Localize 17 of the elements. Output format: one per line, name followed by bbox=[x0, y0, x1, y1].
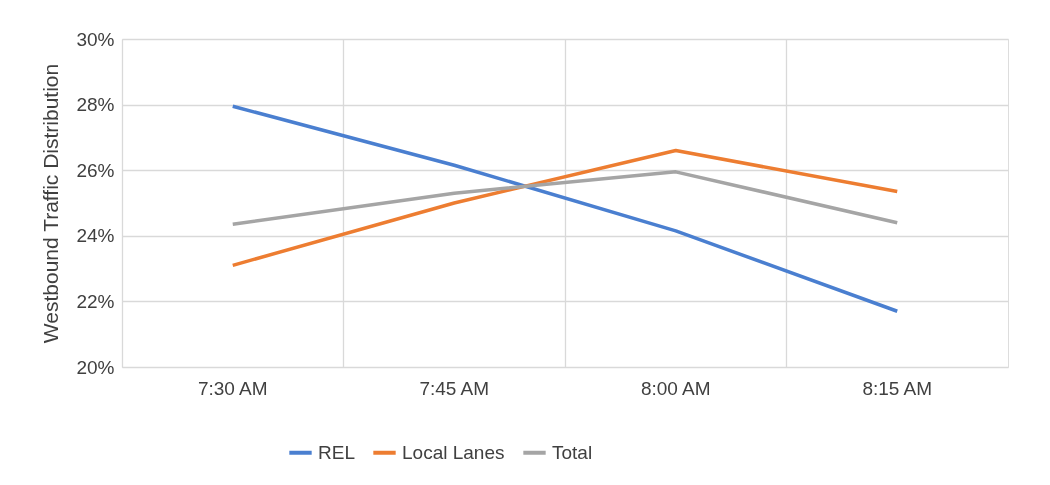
x-tick-label: 8:00 AM bbox=[640, 377, 711, 399]
x-tick-label: 7:30 AM bbox=[197, 377, 268, 399]
legend-label: Total bbox=[552, 441, 593, 463]
legend-label: REL bbox=[318, 441, 355, 463]
y-tick-label: 30% bbox=[76, 28, 115, 50]
y-tick-label: 22% bbox=[76, 290, 115, 312]
y-axis-title: Westbound Traffic Distribution bbox=[39, 63, 63, 344]
y-tick-label: 20% bbox=[76, 356, 115, 378]
y-tick-label: 26% bbox=[76, 159, 115, 181]
line-series bbox=[231, 104, 899, 313]
x-tick-label: 7:45 AM bbox=[419, 377, 490, 399]
y-tick-label: 28% bbox=[76, 94, 115, 116]
y-tick-label: 24% bbox=[76, 225, 115, 247]
legend-label: Local Lanes bbox=[402, 441, 505, 463]
line-series bbox=[231, 148, 899, 268]
line-series bbox=[231, 170, 899, 227]
x-tick-label: 8:15 AM bbox=[862, 377, 933, 399]
